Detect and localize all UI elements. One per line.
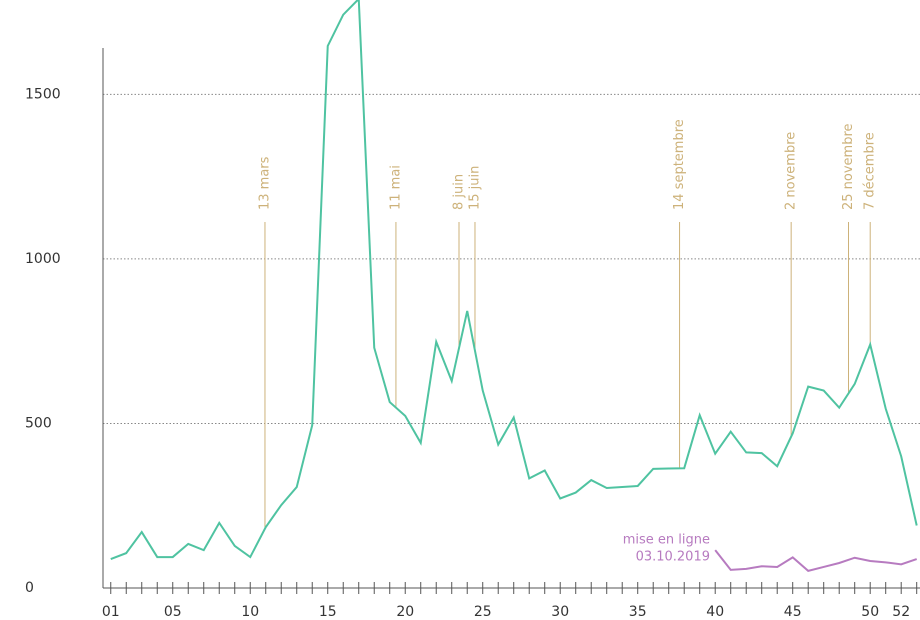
x-tick-label: 52 [892, 604, 910, 620]
annotation-label: 14 septembre [672, 119, 687, 210]
y-tick-label: 0 [25, 580, 34, 596]
x-tick-label: 30 [551, 604, 569, 620]
x-tick-label: 05 [164, 604, 182, 620]
y-tick-label: 1000 [25, 251, 61, 267]
x-tick-label: 25 [474, 604, 492, 620]
x-tick-label: 40 [706, 604, 724, 620]
x-tick-label: 20 [396, 604, 414, 620]
annotation-label: 15 juin [467, 166, 482, 210]
x-tick-label: 35 [629, 604, 647, 620]
x-tick-label: 10 [241, 604, 259, 620]
x-tick-label: 50 [861, 604, 879, 620]
x-tick-label: 15 [319, 604, 337, 620]
line-series [110, 0, 918, 560]
series-note: 03.10.2019 [636, 550, 710, 565]
x-tick-label: 45 [784, 604, 802, 620]
y-tick-label: 500 [25, 415, 52, 431]
annotation-label: 11 mai [388, 165, 403, 210]
x-tick-label: 01 [102, 604, 120, 620]
annotation-label: 25 novembre [841, 123, 856, 210]
annotation-label: 2 novembre [784, 132, 799, 210]
annotation-label: 8 juin [452, 174, 467, 210]
y-tick-label: 1500 [25, 86, 61, 102]
line-series [714, 549, 918, 572]
series-note: mise en ligne [623, 533, 710, 548]
annotation-label: 7 décembre [863, 132, 878, 210]
annotation-label: 13 mars [257, 156, 272, 210]
